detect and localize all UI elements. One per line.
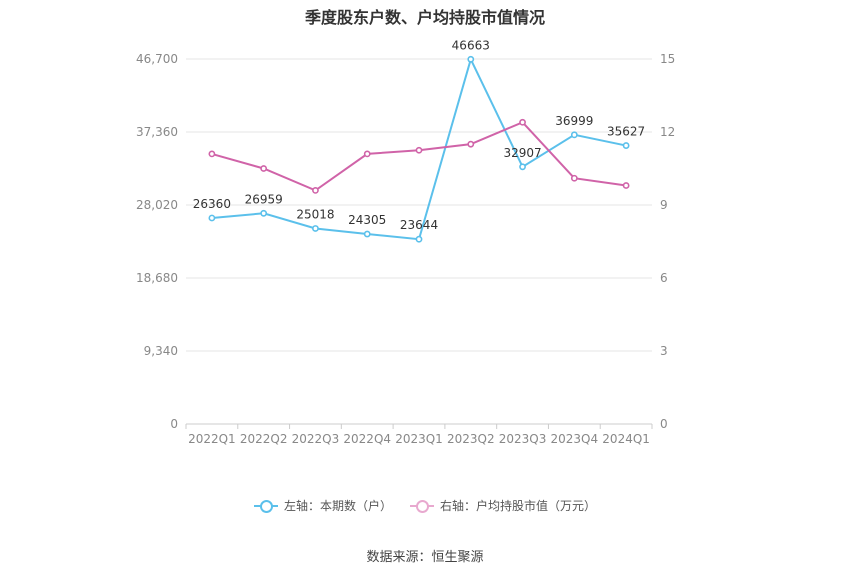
data-label: 26360 <box>193 197 231 211</box>
data-point <box>208 214 216 222</box>
legend-line-circle-icon <box>253 499 278 513</box>
legend-item-right-axis[interactable]: 右轴：户均持股市值（万元） <box>410 497 596 514</box>
data-point <box>363 150 371 158</box>
data-point <box>467 55 475 63</box>
right-axis-tick-label: 6 <box>660 271 668 285</box>
data-point <box>312 225 319 232</box>
data-label: 35627 <box>607 125 645 139</box>
data-label: 36999 <box>555 114 593 128</box>
data-label: 26959 <box>245 192 283 206</box>
left-axis-tick-label: 46,700 <box>136 52 178 66</box>
data-label: 23644 <box>400 218 438 232</box>
data-point <box>260 209 268 217</box>
data-label: 25018 <box>296 207 334 221</box>
data-point <box>415 235 423 243</box>
data-point <box>312 186 319 194</box>
data-point <box>519 163 526 171</box>
x-axis-tick-label: 2022Q3 <box>292 432 340 446</box>
left-axis-tick-label: 9,340 <box>144 344 178 358</box>
legend: 左轴：本期数（户） 右轴：户均持股市值（万元） <box>0 497 850 514</box>
source-note: 数据来源：恒生聚源 <box>366 550 484 565</box>
data-label: 32907 <box>503 146 541 160</box>
left-axis-tick-label: 0 <box>170 417 178 431</box>
data-point <box>363 230 371 238</box>
data-label: 46663 <box>452 38 490 52</box>
x-axis-tick-label: 2023Q1 <box>395 432 443 446</box>
x-axis-tick-label: 2023Q4 <box>551 432 599 446</box>
x-axis-tick-label: 2022Q1 <box>188 432 236 446</box>
data-point <box>622 142 630 149</box>
x-axis-tick-label: 2023Q3 <box>499 432 547 446</box>
data-point <box>519 118 526 126</box>
data-point <box>570 131 578 139</box>
legend-item-left-axis[interactable]: 左轴：本期数（户） <box>253 497 392 514</box>
x-axis-tick-label: 2024Q1 <box>602 432 650 446</box>
right-axis-tick-label: 15 <box>660 52 675 66</box>
left-axis-tick-label: 18,680 <box>136 271 178 285</box>
right-axis-tick-label: 0 <box>660 417 668 431</box>
data-point <box>622 182 630 189</box>
legend-label-left: 左轴：本期数（户） <box>283 499 392 513</box>
data-point <box>260 165 268 172</box>
legend-label-right: 右轴：户均持股市值（万元） <box>440 499 597 513</box>
data-label: 24305 <box>348 213 386 227</box>
data-point <box>570 174 578 182</box>
left-axis-tick-label: 37,360 <box>136 125 178 139</box>
left-axis-tick-label: 28,020 <box>136 198 178 212</box>
data-point <box>415 146 423 154</box>
data-point <box>208 150 216 158</box>
legend-line-circle-icon <box>410 499 434 513</box>
right-axis-tick-label: 9 <box>660 198 668 212</box>
x-axis-tick-label: 2022Q4 <box>343 432 391 446</box>
data-point <box>467 140 475 148</box>
right-axis-tick-label: 3 <box>660 344 668 358</box>
chart-title: 季度股东户数、户均持股市值情况 <box>304 8 545 27</box>
right-axis-tick-label: 12 <box>660 125 675 139</box>
x-axis-tick-label: 2023Q2 <box>447 432 495 446</box>
x-axis-tick-label: 2022Q2 <box>240 432 288 446</box>
